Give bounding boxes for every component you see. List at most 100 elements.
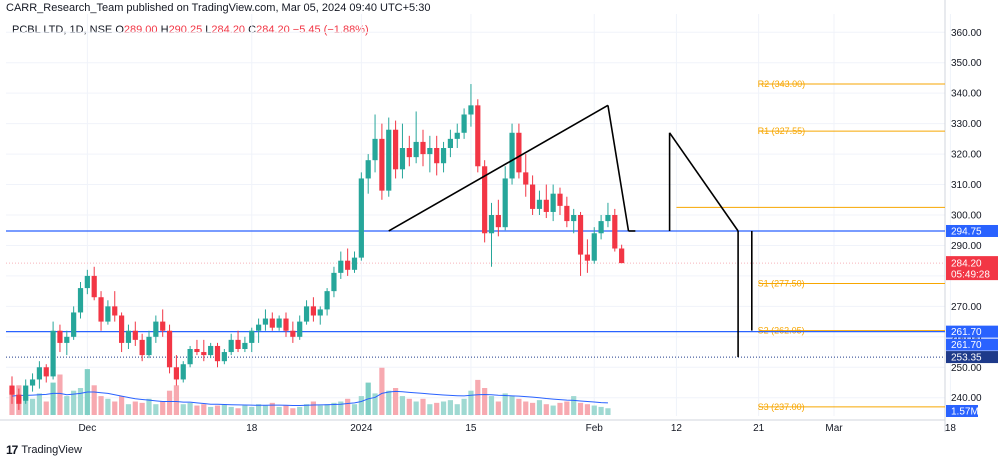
candle-body bbox=[591, 233, 597, 261]
volume-bar bbox=[454, 404, 460, 415]
candle-body bbox=[160, 321, 166, 331]
y-tick-label: 310.00 bbox=[951, 180, 982, 191]
candle-body bbox=[256, 324, 262, 331]
volume-bar bbox=[530, 402, 536, 415]
volume-bar bbox=[71, 390, 77, 415]
volume-bar bbox=[290, 408, 296, 415]
brand-name: TradingView bbox=[21, 444, 82, 456]
pivot-label-s1: S1 (277.50) bbox=[758, 279, 805, 289]
candle-body bbox=[71, 312, 77, 337]
candle-body bbox=[399, 148, 406, 170]
candle-body bbox=[146, 336, 152, 356]
trendline bbox=[607, 105, 630, 232]
volume-bar bbox=[591, 405, 597, 415]
price-tag-261-70-b: 261.70 bbox=[951, 340, 982, 351]
candle-body bbox=[577, 215, 584, 255]
y-tick-label: 300.00 bbox=[951, 211, 982, 222]
candle-body bbox=[36, 367, 42, 380]
candle-body bbox=[351, 257, 358, 270]
volume-bar bbox=[50, 382, 56, 415]
open-value: 289.00 bbox=[123, 24, 158, 36]
volume-bar bbox=[502, 393, 508, 415]
candle-body bbox=[482, 166, 488, 234]
candle-body bbox=[269, 318, 275, 328]
candle-body bbox=[153, 321, 159, 337]
volume-bar bbox=[420, 398, 426, 415]
candle-body bbox=[9, 385, 15, 395]
trendline bbox=[668, 132, 739, 232]
candle-body bbox=[50, 330, 56, 377]
candle-body bbox=[98, 297, 104, 322]
volume-bar bbox=[461, 398, 467, 415]
volume-bar bbox=[214, 405, 221, 415]
volume-bar bbox=[119, 396, 125, 415]
x-tick-label: Feb bbox=[586, 423, 604, 434]
volume-bar bbox=[406, 398, 412, 415]
price-tag-294-75: 294.75 bbox=[951, 226, 982, 237]
price-tag-294-75-bg bbox=[946, 224, 998, 237]
volume-bar bbox=[317, 405, 323, 415]
volume-bar bbox=[399, 396, 406, 415]
volume-bar bbox=[584, 404, 590, 415]
volume-bar bbox=[393, 388, 399, 415]
candle-body bbox=[536, 199, 543, 209]
volume-bar bbox=[160, 401, 166, 415]
x-tick-label: 2024 bbox=[350, 423, 373, 434]
volume-bar bbox=[440, 401, 447, 415]
volume-bar bbox=[523, 401, 529, 415]
volume-bar bbox=[43, 401, 49, 415]
volume-bar bbox=[221, 404, 227, 415]
volume-bar bbox=[557, 402, 563, 415]
candle-body bbox=[139, 339, 145, 356]
candle-body bbox=[434, 148, 440, 164]
candle-body bbox=[468, 105, 474, 115]
volume-bar bbox=[577, 402, 584, 415]
x-tick-label: 15 bbox=[465, 423, 477, 434]
high-label: H bbox=[160, 24, 169, 36]
volume-bar bbox=[372, 393, 378, 415]
volume-tag: 1.57M bbox=[951, 407, 979, 418]
candle-body bbox=[440, 148, 447, 164]
price-tag-261-70-bg bbox=[946, 325, 998, 338]
candle-body bbox=[276, 318, 282, 328]
open-label: O bbox=[115, 24, 124, 36]
candle-body bbox=[502, 178, 508, 228]
volume-bar bbox=[269, 402, 275, 415]
volume-bar bbox=[153, 404, 159, 415]
y-tick-label: 360.00 bbox=[951, 28, 982, 39]
volume-bar bbox=[475, 379, 481, 415]
candle-body bbox=[427, 148, 433, 155]
candle-body bbox=[262, 318, 269, 325]
volume-bar bbox=[345, 398, 351, 415]
tradingview-brand[interactable]: 17 TradingView bbox=[6, 443, 82, 457]
candle-body bbox=[29, 379, 36, 386]
volume-bar bbox=[564, 401, 570, 415]
volume-bar bbox=[516, 398, 522, 415]
pivot-label-r1: R1 (327.55) bbox=[758, 126, 806, 136]
x-tick-label: 21 bbox=[753, 423, 765, 434]
volume-bar bbox=[297, 406, 303, 415]
volume-bar bbox=[139, 402, 145, 415]
x-tick-label: 18 bbox=[945, 423, 957, 434]
volume-bar bbox=[125, 404, 132, 415]
price-tag-253-35-bg bbox=[946, 351, 998, 364]
candle-body bbox=[201, 352, 207, 356]
volume-bar bbox=[488, 396, 495, 415]
price-tag-253-35: 253.35 bbox=[951, 353, 982, 364]
volume-bar bbox=[598, 406, 604, 415]
candle-body bbox=[187, 349, 193, 365]
candle-body bbox=[119, 315, 125, 343]
volume-bar bbox=[379, 367, 385, 415]
candle-body bbox=[57, 330, 63, 343]
low-value: 284.20 bbox=[211, 24, 246, 36]
volume-bar bbox=[228, 406, 234, 415]
candle-body bbox=[612, 215, 618, 249]
volume-bar bbox=[303, 404, 310, 415]
candle-body bbox=[475, 105, 481, 167]
candle-body bbox=[420, 141, 426, 155]
x-tick-label: Dec bbox=[78, 423, 96, 434]
volume-bar bbox=[146, 398, 152, 415]
pivot-label-s3: S3 (237.00) bbox=[758, 402, 805, 412]
candle-body bbox=[509, 132, 515, 179]
